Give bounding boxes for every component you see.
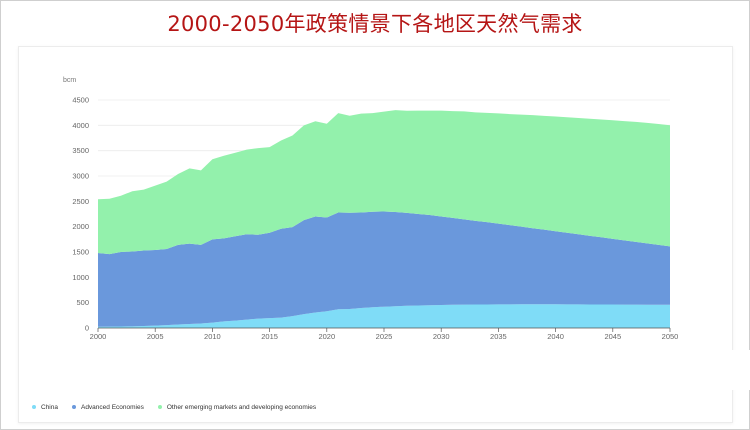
y-tick-label: 3000	[72, 172, 89, 181]
legend-label: Other emerging markets and developing ec…	[166, 403, 317, 411]
y-tick-label: 4500	[72, 96, 89, 105]
x-tick-label: 2010	[204, 332, 221, 341]
y-tick-label: 3500	[72, 146, 89, 155]
y-tick-label: 4000	[72, 121, 89, 130]
chart-legend: China Advanced Economies Other emerging ma…	[32, 401, 330, 413]
legend-label: China	[41, 403, 58, 411]
legend-swatch	[157, 405, 162, 409]
legend-swatch	[71, 405, 76, 409]
y-tick-label: 0	[85, 324, 89, 333]
area-series-2	[98, 110, 670, 255]
watermark-overlay	[560, 350, 750, 390]
area-series-0	[98, 304, 670, 328]
x-tick-label: 2025	[376, 332, 393, 341]
area-series-1	[98, 211, 670, 327]
chart-title: 2000-2050年政策情景下各地区天然气需求	[167, 12, 583, 36]
area-chart: 0 500 1000 1500 2000 2500 3000 3500 4000 4500 bcm 2…	[63, 77, 679, 341]
x-tick-label: 2045	[604, 332, 621, 341]
legend-swatch	[32, 405, 36, 409]
y-tick-label: 1500	[72, 248, 89, 257]
x-tick-label: 2015	[261, 332, 278, 341]
y-tick-label: 500	[76, 298, 89, 307]
x-tick-label: 2005	[147, 332, 164, 341]
x-tick-label: 2020	[318, 332, 335, 341]
y-tick-label: 2500	[72, 197, 89, 206]
x-tick-label: 2050	[662, 332, 679, 341]
legend-label: Advanced Economies	[80, 403, 144, 411]
legend-item: China	[32, 404, 58, 411]
y-tick-label: 2000	[72, 222, 89, 231]
y-tick-label: 1000	[72, 273, 89, 282]
x-tick-label: 2000	[90, 332, 107, 341]
x-tick-label: 2035	[490, 332, 507, 341]
x-tick-label: 2030	[433, 332, 450, 341]
y-axis-label: bcm	[63, 77, 76, 84]
x-tick-label: 2040	[547, 332, 564, 341]
legend-item: Other emerging markets and developing ec…	[157, 403, 317, 411]
legend-item: Advanced Economies	[71, 403, 144, 411]
